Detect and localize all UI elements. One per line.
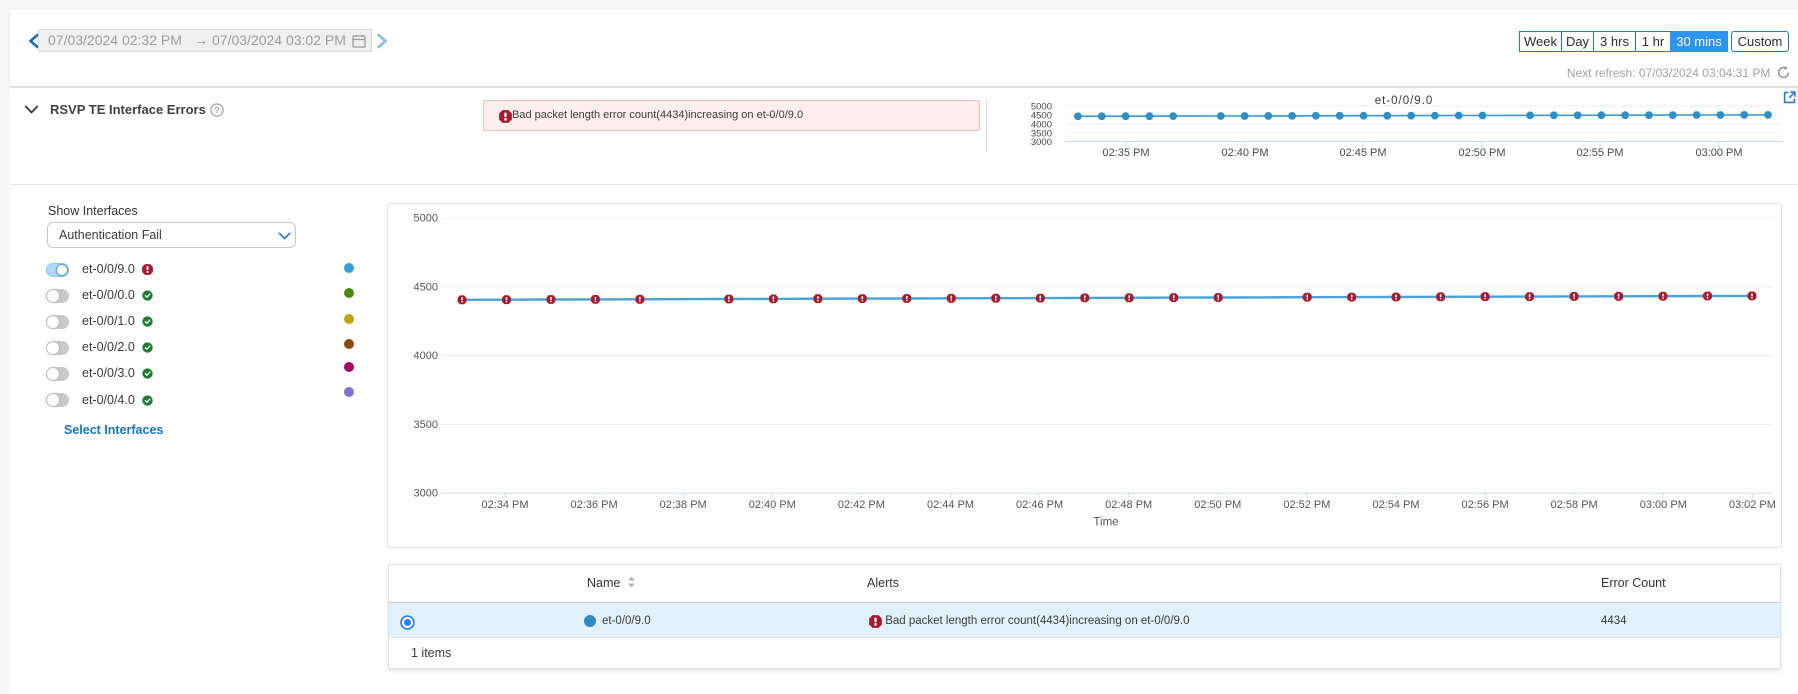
- svg-text:3000: 3000: [414, 488, 438, 500]
- svg-text:02:38 PM: 02:38 PM: [660, 499, 707, 511]
- svg-text:Time: Time: [1093, 517, 1118, 529]
- svg-text:5000: 5000: [1031, 102, 1052, 113]
- svg-text:02:40 PM: 02:40 PM: [1221, 147, 1268, 159]
- svg-text:et-0/0/9.0: et-0/0/9.0: [1375, 95, 1434, 107]
- svg-text:02:45 PM: 02:45 PM: [1339, 147, 1386, 159]
- svg-text:02:54 PM: 02:54 PM: [1372, 499, 1419, 511]
- svg-text:02:34 PM: 02:34 PM: [481, 499, 528, 511]
- svg-text:?: ?: [215, 105, 220, 115]
- svg-text:4000: 4000: [1031, 120, 1052, 131]
- svg-text:03:00 PM: 03:00 PM: [1695, 147, 1742, 159]
- svg-text:02:36 PM: 02:36 PM: [571, 499, 618, 511]
- svg-text:03:02 PM: 03:02 PM: [1729, 499, 1776, 511]
- svg-text:02:50 PM: 02:50 PM: [1194, 499, 1241, 511]
- svg-text:4000: 4000: [414, 350, 438, 362]
- svg-text:02:58 PM: 02:58 PM: [1551, 499, 1598, 511]
- svg-text:02:40 PM: 02:40 PM: [749, 499, 796, 511]
- svg-text:4500: 4500: [414, 281, 438, 293]
- svg-text:03:00 PM: 03:00 PM: [1640, 499, 1687, 511]
- svg-text:02:50 PM: 02:50 PM: [1458, 147, 1505, 159]
- svg-text:02:52 PM: 02:52 PM: [1283, 499, 1330, 511]
- svg-text:3000: 3000: [1031, 137, 1052, 148]
- svg-text:02:46 PM: 02:46 PM: [1016, 499, 1063, 511]
- svg-text:02:42 PM: 02:42 PM: [838, 499, 885, 511]
- svg-text:02:35 PM: 02:35 PM: [1102, 147, 1149, 159]
- svg-text:02:48 PM: 02:48 PM: [1105, 499, 1152, 511]
- svg-text:3500: 3500: [414, 419, 438, 431]
- svg-text:3500: 3500: [1031, 129, 1052, 140]
- svg-text:02:44 PM: 02:44 PM: [927, 499, 974, 511]
- svg-text:02:55 PM: 02:55 PM: [1576, 147, 1623, 159]
- svg-text:4500: 4500: [1031, 111, 1052, 122]
- svg-text:02:56 PM: 02:56 PM: [1462, 499, 1509, 511]
- svg-text:5000: 5000: [414, 213, 438, 225]
